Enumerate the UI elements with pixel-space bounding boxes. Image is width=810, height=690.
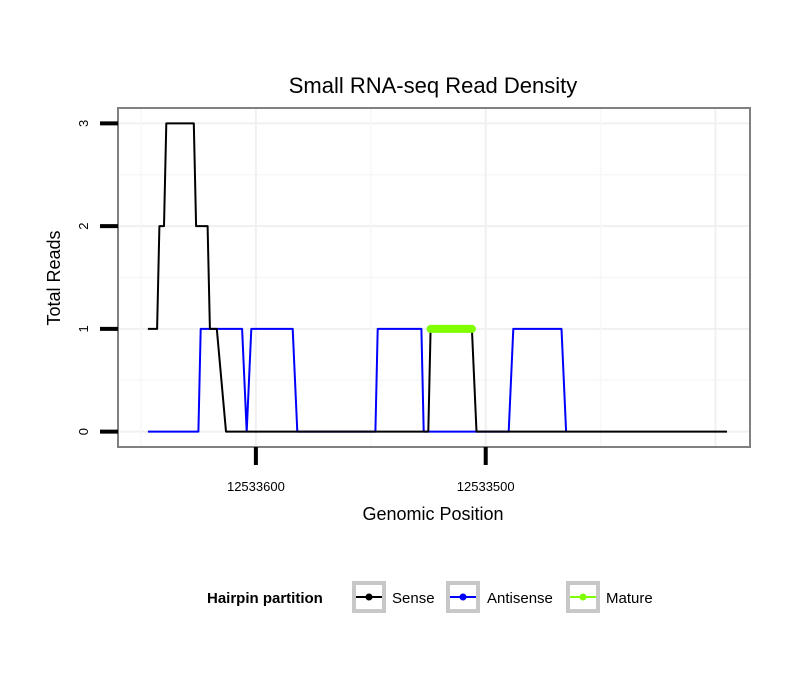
legend-label-mature: Mature (606, 590, 653, 607)
x-axis-title: Genomic Position (362, 504, 503, 524)
series-layer (147, 122, 727, 433)
legend-label-antisense: Antisense (487, 590, 553, 607)
x-tick-label: 12533500 (457, 479, 515, 494)
legend-key-sense-dot (365, 593, 373, 601)
x-axis: 12533600 12533500 (227, 447, 515, 494)
y-tick-label: 1 (76, 325, 91, 332)
y-tick-label: 3 (76, 120, 91, 127)
legend: Hairpin partition Sense Antisense Mature (207, 581, 653, 613)
legend-label-sense: Sense (392, 590, 435, 607)
x-tick-label: 12533600 (227, 479, 285, 494)
plot-panel (117, 107, 751, 448)
chart-title: Small RNA-seq Read Density (289, 73, 578, 98)
legend-title: Hairpin partition (207, 590, 323, 607)
y-axis-title: Total Reads (44, 230, 64, 325)
y-axis: 0 1 2 3 (76, 120, 118, 435)
legend-key-mature-dot (579, 593, 587, 601)
y-tick-label: 2 (76, 223, 91, 230)
grid-lines (118, 108, 750, 447)
legend-key-antisense-dot (459, 593, 467, 601)
y-tick-label: 0 (76, 428, 91, 435)
